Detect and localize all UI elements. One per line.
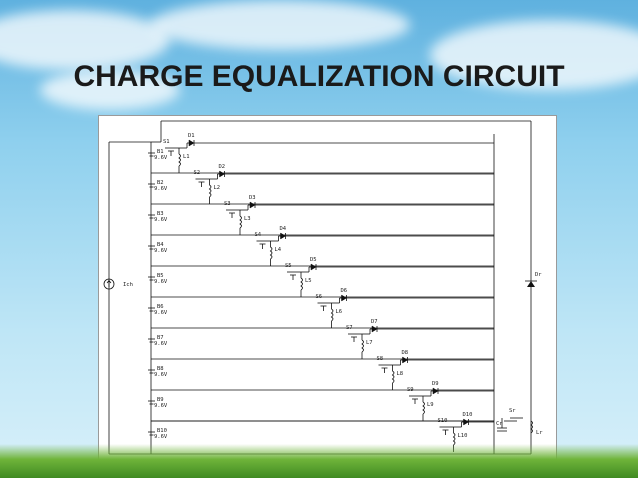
inductor-symbol [300,277,303,291]
inductor-label: L5 [305,278,312,284]
cloud [0,10,170,70]
inductor-label: L3 [244,216,251,222]
switch-label: S4 [255,232,262,238]
diode-label: D4 [280,226,287,232]
switch-label: S9 [407,387,414,393]
switch-label: S6 [316,294,323,300]
inductor-symbol [452,432,456,446]
battery-label: B4 [157,242,164,248]
switch-label: S3 [224,201,231,207]
battery-voltage-label: 9.6V [154,372,168,378]
diode-label: D6 [341,288,348,294]
inductor-symbol [361,339,364,353]
switch-label: S10 [438,418,448,424]
inductor-lr-symbol [530,420,533,434]
battery-voltage-label: 9.6V [154,279,168,285]
battery-voltage-label: 9.6V [154,155,168,161]
inductor-symbol [178,153,181,167]
current-source-label: Ich [123,282,133,288]
capacitor-label: Cr [496,421,503,427]
cloud [40,70,180,110]
diode-label: D9 [432,381,439,387]
diode-dr-label: Dr [535,272,542,278]
grass-footer [0,444,638,478]
cloud [150,0,410,50]
diode-symbol [371,325,378,333]
inductor-label: L2 [214,185,221,191]
inductor-label: L4 [275,247,282,253]
switch-sr-label: Sr [509,408,516,414]
inductor-label: L1 [183,154,190,160]
battery-label: B6 [157,304,164,310]
battery-voltage-label: 9.6V [154,186,168,192]
battery-voltage-label: 9.6V [154,403,168,409]
diode-symbol [280,232,286,240]
battery-label: B9 [157,397,164,403]
inductor-symbol [269,246,273,260]
diode-symbol [249,201,256,209]
inductor-label: L8 [397,371,404,377]
inductor-symbol [391,370,395,384]
current-source-symbol [103,278,115,290]
inductor-lr-label: Lr [536,430,543,436]
diode-symbol [310,263,317,271]
diode-label: D8 [402,350,409,356]
switch-label: S5 [285,263,292,269]
battery-label: B2 [157,180,164,186]
inductor-symbol [239,215,242,229]
diode-symbol [402,356,408,364]
cloud [430,20,638,90]
slide-title: CHARGE EQUALIZATION CIRCUIT [73,60,565,93]
switch-label: S1 [163,139,170,145]
diode-symbol [188,139,195,147]
battery-label: B10 [157,428,167,434]
inductor-label: L10 [458,433,468,439]
diode-label: D7 [371,319,378,325]
diode-symbol [219,170,225,178]
battery-label: B8 [157,366,164,372]
battery-label: B3 [157,211,164,217]
battery-voltage-label: 9.6V [154,248,168,254]
switch-label: S2 [194,170,201,176]
battery-voltage-label: 9.6V [154,217,168,223]
diode-symbol [463,418,469,426]
battery-label: B1 [157,149,164,155]
battery-voltage-label: 9.6V [154,341,168,347]
current-source-arrow [106,279,112,287]
diode-symbol [341,294,347,302]
diode-label: D2 [219,164,226,170]
diode-label: D3 [249,195,256,201]
inductor-symbol [330,308,334,322]
battery-voltage-label: 9.6V [154,434,168,440]
inductor-symbol [422,401,425,415]
diode-label: D10 [463,412,473,418]
switch-label: S7 [346,325,353,331]
battery-voltage-label: 9.6V [154,310,168,316]
diode-dr-symbol [527,281,535,287]
diode-label: D5 [310,257,317,263]
circuit-schematic: IchB19.6VS1L1D1B29.6VS2L2D2B39.6VS3L3D3B… [103,120,543,455]
circuit-diagram: Ich B1 9.6V S1 L1 D1 B2 9.6V S2 L2 D2 B3 9.6V S3 L3 D3 B… [98,115,557,460]
battery-label: B7 [157,335,164,341]
diode-symbol [432,387,439,395]
inductor-label: L9 [427,402,434,408]
inductor-label: L6 [336,309,343,315]
inductor-label: L7 [366,340,373,346]
battery-label: B5 [157,273,164,279]
diode-label: D1 [188,133,195,139]
inductor-symbol [208,184,212,198]
switch-label: S8 [377,356,384,362]
